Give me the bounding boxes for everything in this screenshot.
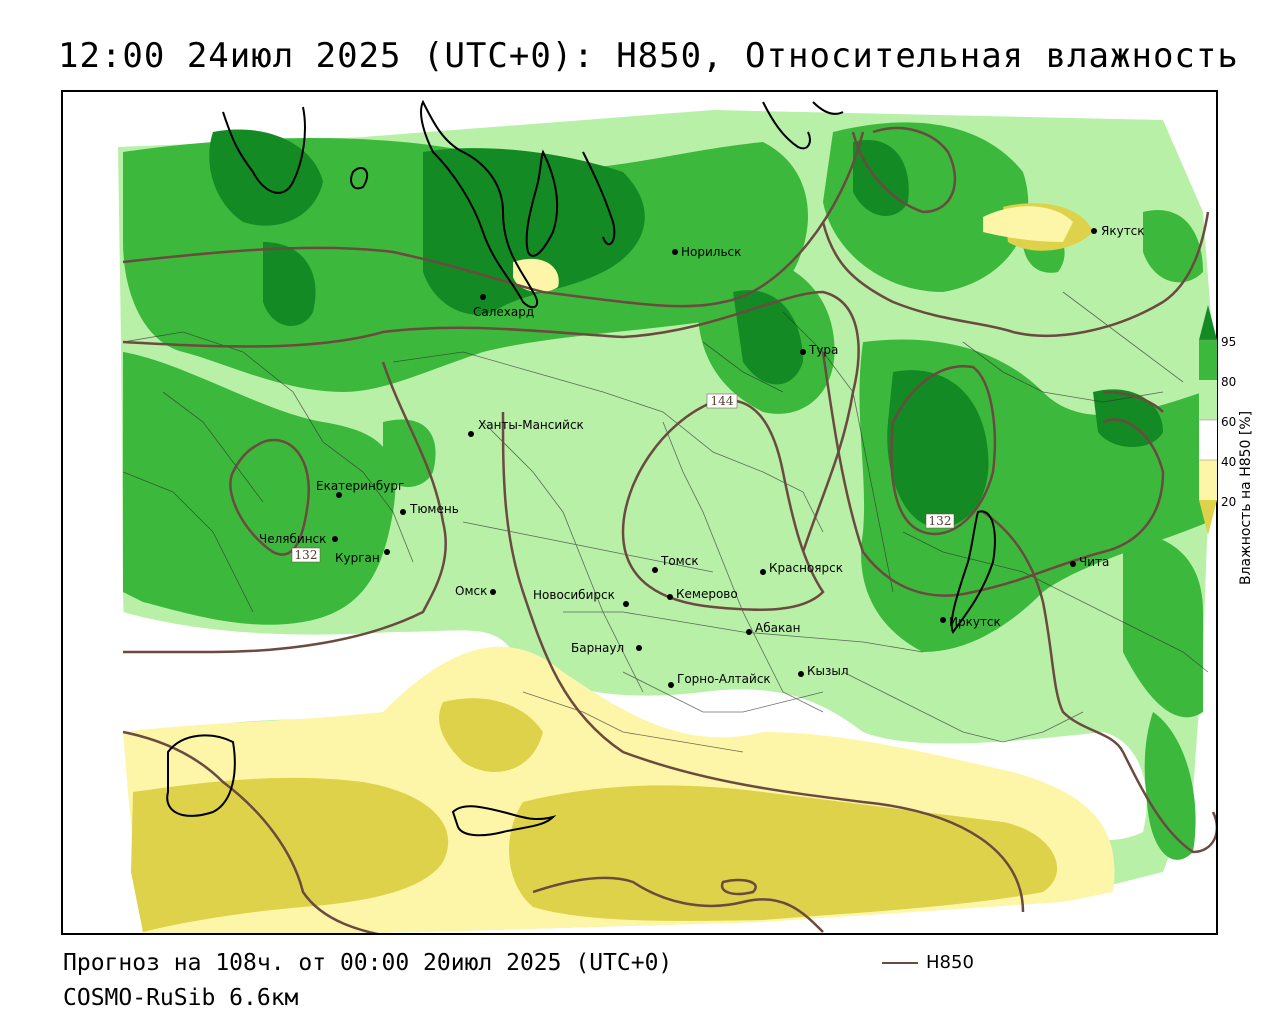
city-khanty-mansiysk: Ханты-Мансийск [478, 418, 584, 432]
city-dot [480, 294, 486, 300]
cities: Якутск Норильск Салехард Тура Ханты-Манс… [259, 224, 1145, 688]
city-tura: Тура [808, 343, 838, 357]
city-dot [652, 567, 658, 573]
city-dot [332, 536, 338, 542]
city-dot [468, 431, 474, 437]
h850-legend-label: H850 [926, 952, 974, 973]
city-dot [668, 682, 674, 688]
humidity-colorbar [1199, 305, 1217, 535]
city-dot [940, 617, 946, 623]
contour-label-132-west: 132 [295, 548, 318, 562]
city-novosibirsk: Новосибирск [533, 588, 615, 602]
region-borders [122, 291, 1209, 753]
city-gorno-altaysk: Горно-Алтайск [677, 672, 771, 686]
city-yekaterinburg: Екатеринбург [316, 479, 404, 493]
city-kyzyl: Кызыл [807, 664, 849, 678]
city-dot [490, 589, 496, 595]
city-norilsk: Норильск [681, 245, 741, 259]
city-chita: Чита [1079, 555, 1109, 569]
city-irkutsk: Иркутск [949, 615, 1001, 629]
forecast-info: Прогноз на 108ч. от 00:00 20июл 2025 (UT… [63, 950, 673, 976]
city-dot [623, 601, 629, 607]
city-kemerovo: Кемерово [676, 587, 738, 601]
city-yakutsk: Якутск [1101, 224, 1145, 238]
colorbar-tick-80: 80 [1221, 375, 1237, 389]
city-dot [798, 671, 804, 677]
city-dot [384, 549, 390, 555]
colorbar-tick-95: 95 [1221, 335, 1237, 349]
colorbar-tick-60: 60 [1221, 415, 1237, 429]
h850-contours [122, 126, 1216, 933]
map-title: 12:00 24июл 2025 (UTC+0): H850, Относите… [58, 36, 1239, 76]
city-dot [672, 249, 678, 255]
city-tyumen: Тюмень [409, 502, 459, 516]
city-dot [800, 349, 806, 355]
city-krasnoyarsk: Красноярск [769, 561, 843, 575]
city-dot [667, 594, 673, 600]
h850-legend-line [882, 961, 918, 964]
contour-labels: 144 132 132 [291, 393, 955, 563]
city-salekhard: Салехард [473, 305, 534, 319]
city-dot [1091, 228, 1097, 234]
city-barnaul: Барнаул [571, 641, 624, 655]
city-dot [1070, 561, 1076, 567]
colorbar-tick-40: 40 [1221, 455, 1237, 469]
city-dot [400, 509, 406, 515]
city-dot [760, 569, 766, 575]
city-dot [336, 492, 342, 498]
city-dot [636, 645, 642, 651]
colorbar-tick-20: 20 [1221, 495, 1237, 509]
model-name: COSMO-RuSib 6.6км [63, 985, 299, 1011]
map-panel: 144 132 132 Якутск Норильск Салехард Тур… [61, 90, 1218, 935]
colorbar-title: Влажность на H850 [%] [1238, 410, 1254, 585]
contour-label-144: 144 [711, 394, 734, 408]
coastlines [166, 99, 996, 837]
humidity-field [118, 110, 1213, 933]
city-omsk: Омск [455, 584, 487, 598]
contour-label-132-east: 132 [929, 514, 952, 528]
city-kurgan: Курган [335, 551, 380, 565]
city-abakan: Абакан [755, 621, 800, 635]
city-chelyabinsk: Челябинск [259, 532, 326, 546]
city-dot [746, 629, 752, 635]
h850-legend: H850 [882, 952, 974, 973]
city-tomsk: Томск [660, 554, 699, 568]
